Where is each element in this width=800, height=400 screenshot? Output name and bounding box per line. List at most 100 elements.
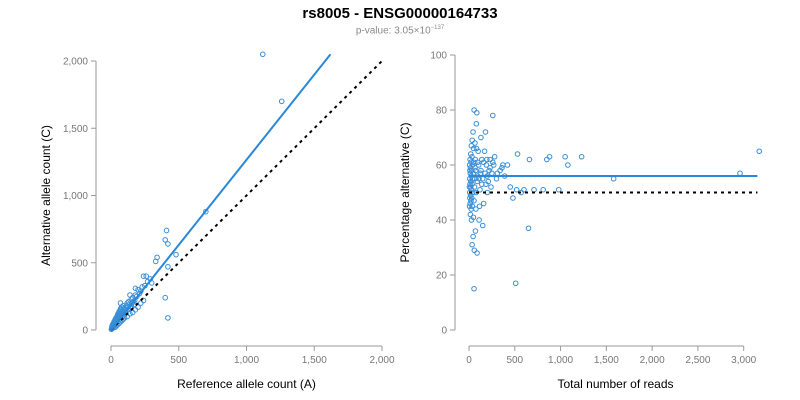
left-y-tick-label: 1,500 bbox=[63, 124, 88, 135]
right-data-point bbox=[610, 175, 617, 182]
left-data-point bbox=[135, 304, 141, 310]
right-data-point bbox=[473, 109, 480, 116]
left-fit-line bbox=[110, 53, 332, 331]
right-data-point bbox=[484, 156, 490, 163]
right-y-tick-label: 20 bbox=[436, 271, 448, 282]
chart-subtitle: p-value: 3.05×10−137 bbox=[0, 25, 800, 36]
right-data-point bbox=[470, 233, 476, 240]
right-data-point bbox=[494, 170, 501, 177]
left-data-point bbox=[127, 292, 133, 298]
right-data-point bbox=[578, 153, 585, 160]
left-data-point bbox=[143, 273, 150, 280]
right-data-point bbox=[489, 170, 495, 177]
right-y-tick-label: 0 bbox=[441, 326, 447, 337]
left-data-point bbox=[108, 326, 115, 333]
right-data-point bbox=[478, 134, 484, 141]
right-data-point bbox=[493, 175, 500, 182]
right-data-point bbox=[481, 148, 488, 155]
right-data-point bbox=[555, 186, 562, 193]
right-data-point bbox=[466, 189, 473, 196]
left-data-point bbox=[119, 307, 126, 314]
left-data-point bbox=[259, 51, 266, 58]
right-data-point bbox=[490, 159, 496, 166]
left-data-point bbox=[173, 251, 179, 258]
right-data-point bbox=[491, 153, 498, 160]
pvalue-prefix: p-value: 3.05 bbox=[355, 25, 414, 37]
right-data-point bbox=[477, 186, 483, 193]
right-data-point bbox=[467, 156, 473, 163]
right-data-point bbox=[467, 167, 473, 174]
right-x-tick-label: 0 bbox=[466, 355, 472, 366]
right-data-point bbox=[479, 222, 486, 229]
right-data-point bbox=[467, 195, 473, 201]
left-data-point bbox=[116, 311, 123, 317]
left-data-point bbox=[136, 290, 143, 297]
right-data-point bbox=[470, 129, 476, 135]
right-data-point bbox=[468, 159, 474, 166]
right-data-point bbox=[471, 247, 478, 254]
left-x-tick-label: 0 bbox=[108, 355, 114, 366]
right-data-point bbox=[471, 285, 477, 292]
right-data-point bbox=[521, 186, 527, 193]
left-data-point bbox=[132, 307, 139, 313]
left-x-tick-label: 2,000 bbox=[369, 355, 394, 366]
right-data-point bbox=[540, 186, 546, 193]
right-data-point bbox=[488, 184, 494, 190]
pvalue-exponent: −137 bbox=[430, 25, 445, 31]
right-y-tick-label: 40 bbox=[436, 216, 448, 227]
right-data-point bbox=[466, 184, 473, 190]
right-data-point bbox=[737, 170, 743, 177]
right-data-point bbox=[467, 200, 473, 207]
right-data-point bbox=[512, 280, 519, 287]
pvalue-times: × bbox=[413, 25, 420, 37]
left-data-point bbox=[163, 227, 170, 234]
right-x-axis-label: Total number of reads bbox=[557, 377, 673, 391]
right-x-tick-label: 1,500 bbox=[594, 355, 619, 366]
right-data-point bbox=[526, 156, 533, 163]
right-data-point bbox=[510, 195, 516, 201]
right-data-point bbox=[525, 225, 532, 232]
left-data-point bbox=[165, 241, 171, 247]
right-data-point bbox=[490, 112, 496, 119]
right-x-tick-label: 2,500 bbox=[685, 355, 710, 366]
right-data-point bbox=[480, 200, 487, 207]
left-data-point bbox=[162, 237, 168, 243]
right-data-point bbox=[475, 148, 481, 155]
right-data-point bbox=[468, 195, 475, 201]
right-data-point bbox=[490, 162, 497, 168]
left-data-point bbox=[162, 294, 168, 301]
right-data-point bbox=[468, 206, 474, 212]
right-data-point bbox=[469, 137, 476, 144]
right-data-point bbox=[504, 162, 511, 168]
left-data-point bbox=[132, 285, 139, 292]
left-data-point bbox=[140, 273, 147, 280]
right-data-point bbox=[546, 153, 553, 160]
right-x-tick-label: 2,000 bbox=[640, 355, 665, 366]
right-y-tick-label: 80 bbox=[436, 106, 448, 117]
right-data-point bbox=[472, 228, 479, 234]
right-data-point bbox=[467, 211, 474, 218]
right-data-point bbox=[562, 153, 568, 160]
right-data-point bbox=[468, 167, 475, 174]
chart-title: rs8005 - ENSG00000164733 bbox=[302, 5, 498, 22]
right-data-point bbox=[756, 148, 763, 155]
right-y-axis-label: Percentage alternative (C) bbox=[398, 122, 412, 262]
right-data-point bbox=[482, 129, 489, 135]
right-data-point bbox=[514, 151, 521, 157]
left-x-axis-label: Reference allele count (A) bbox=[177, 377, 316, 391]
left-y-tick-label: 500 bbox=[71, 258, 88, 269]
left-x-tick-label: 1,500 bbox=[302, 355, 327, 366]
left-data-point bbox=[165, 315, 171, 321]
right-data-point bbox=[476, 217, 482, 223]
left-data-point bbox=[278, 98, 285, 105]
right-data-point bbox=[467, 181, 473, 188]
right-data-point bbox=[473, 120, 480, 127]
left-y-tick-label: 0 bbox=[82, 326, 88, 337]
right-data-point bbox=[480, 159, 487, 166]
left-y-tick-label: 2,000 bbox=[63, 57, 88, 68]
right-data-point bbox=[469, 241, 475, 248]
right-data-point bbox=[470, 159, 477, 166]
left-y-axis-label: Alternative allele count (C) bbox=[39, 125, 53, 266]
right-x-tick-label: 1,000 bbox=[548, 355, 573, 366]
